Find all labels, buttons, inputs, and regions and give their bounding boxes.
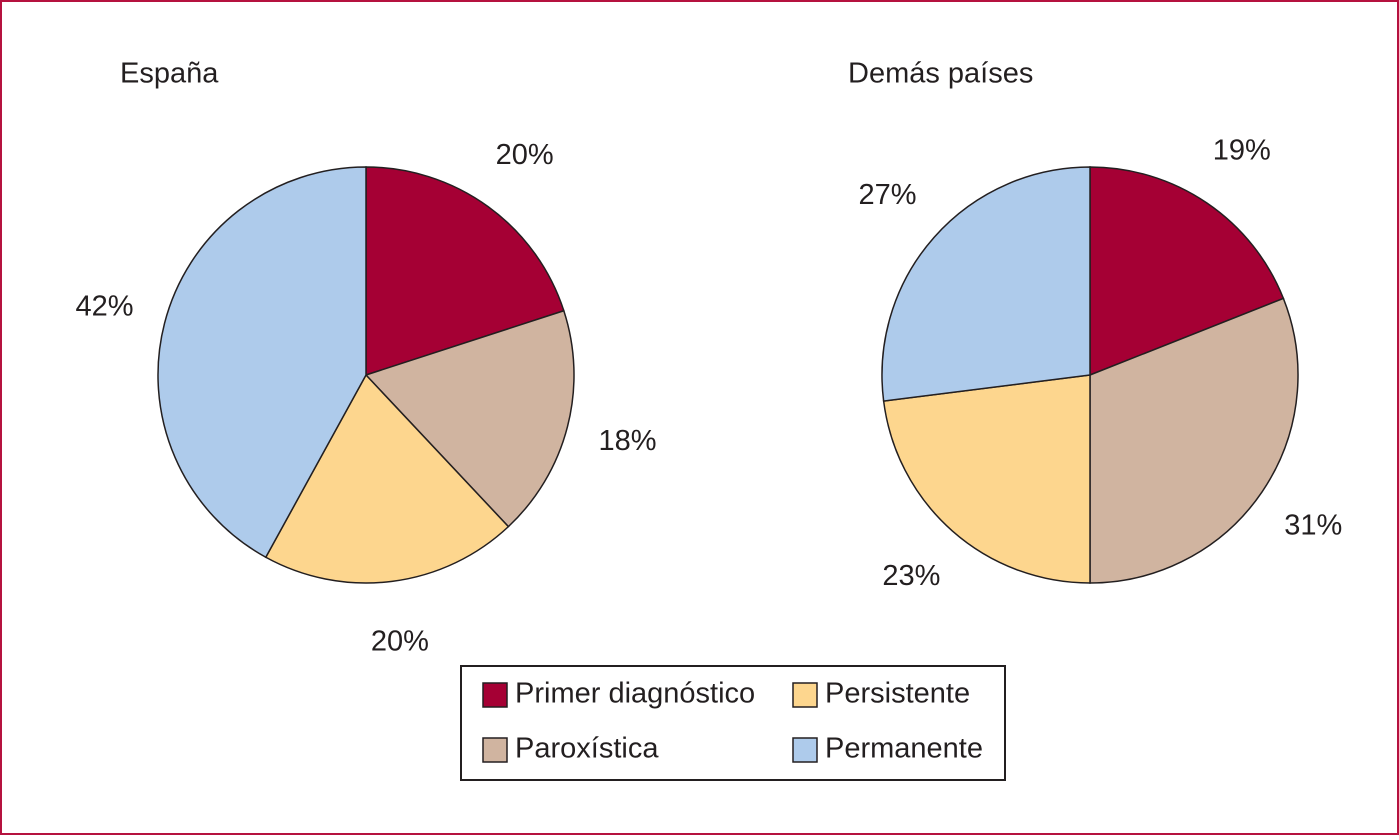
data-label: 23%	[882, 560, 940, 592]
data-label: 20%	[371, 626, 429, 658]
legend-swatch	[482, 737, 508, 763]
legend-label: Persistente	[825, 678, 970, 710]
pie-slice	[264, 373, 510, 584]
pie-slice	[364, 309, 575, 528]
pie-slice	[1089, 297, 1299, 584]
data-label: 31%	[1284, 509, 1342, 541]
legend-swatch	[792, 737, 818, 763]
legend-label: Paroxística	[515, 733, 659, 765]
chart-title: Demás países	[848, 58, 1033, 90]
pie-slice	[881, 166, 1091, 402]
chart-title: España	[120, 58, 219, 90]
legend-label: Permanente	[825, 733, 983, 765]
legend-label: Primer diagnóstico	[515, 678, 755, 710]
data-label: 20%	[496, 139, 554, 171]
pie-slice	[157, 166, 367, 559]
data-label: 42%	[75, 291, 133, 323]
legend-swatch	[482, 682, 508, 708]
data-label: 27%	[858, 179, 916, 211]
legend	[460, 665, 1006, 781]
pie-slice	[882, 374, 1091, 584]
data-label: 18%	[598, 425, 656, 457]
legend-swatch	[792, 682, 818, 708]
data-label: 19%	[1213, 134, 1271, 166]
pie-slice	[1089, 166, 1285, 377]
pie-slice	[365, 166, 565, 377]
